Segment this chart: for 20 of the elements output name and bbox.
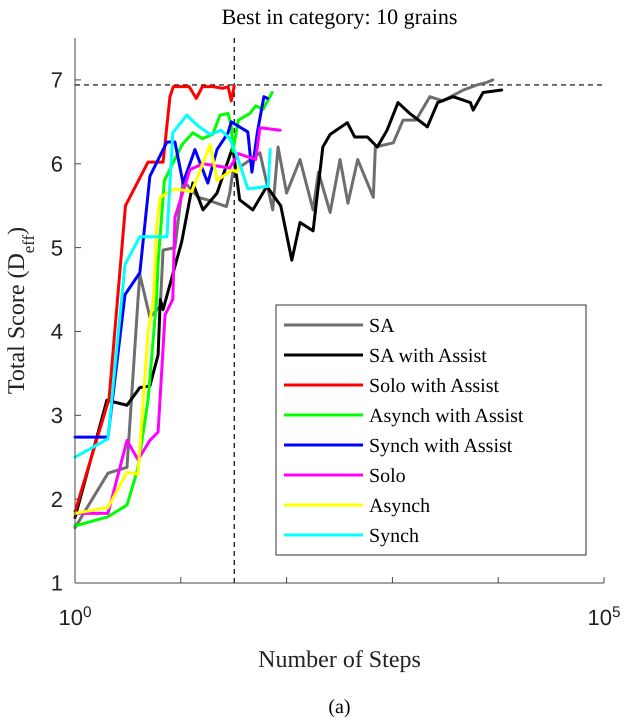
y-tick-label: 4 — [50, 319, 63, 344]
y-tick-label: 2 — [50, 486, 63, 512]
legend-label: SA — [369, 315, 396, 337]
legend-label: Synch — [369, 525, 419, 547]
text: (a) — [328, 696, 351, 718]
legend-label: Solo — [369, 465, 406, 487]
y-tick-label: 1 — [50, 570, 63, 596]
legend-label: Asynch — [369, 495, 430, 517]
legend-label: Synch with Assist — [369, 435, 513, 457]
y-tick-label: 3 — [50, 403, 63, 428]
legend-label: Solo with Assist — [369, 375, 500, 397]
y-tick-label: 5 — [50, 235, 63, 260]
y-tick-label: 6 — [50, 151, 63, 176]
chart-title: Best in category: 10 grains — [222, 4, 458, 29]
legend-label: SA with Assist — [369, 345, 488, 367]
y-tick-label: 7 — [50, 68, 63, 93]
legend-label: Asynch with Assist — [369, 405, 524, 427]
x-tick-label: 10$^{5}$ — [587, 604, 621, 630]
x-tick-label: 10$^{0}$ — [58, 604, 92, 630]
x-axis-title: Number of Steps — [258, 647, 421, 673]
